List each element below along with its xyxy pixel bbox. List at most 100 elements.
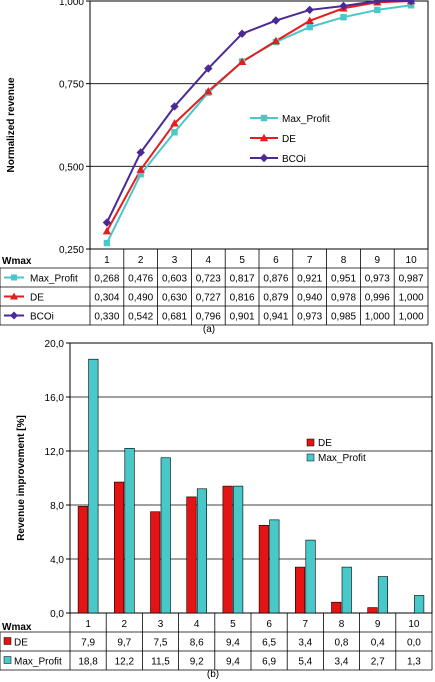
table-cell: 0,268 [94, 274, 119, 285]
bar-Max_Profit [233, 485, 244, 614]
bar-chart-b: 0,04,08,012,016,020,0 Revenue improvemen… [0, 339, 433, 680]
table-legend-marker-Max_Profit [11, 274, 17, 281]
y-tick-label: 0,0 [50, 609, 64, 620]
legend-swatch-DE [306, 438, 315, 447]
y-tick-label: 0,250 [59, 245, 84, 256]
table-cell: 0,476 [128, 274, 153, 285]
data-point-DE [136, 165, 145, 173]
bar-Max_Profit [377, 576, 389, 614]
table-cell: 6,5 [262, 638, 276, 649]
table-header: Wmax [2, 256, 32, 267]
table-cell: 0,8 [335, 638, 349, 649]
legend-label: Max_Profit [318, 453, 366, 464]
table-cell: 9,4 [226, 657, 240, 668]
table-cell: 0,901 [230, 312, 255, 323]
table-cell: 0,978 [331, 293, 356, 304]
table-cell: 2,7 [371, 657, 385, 668]
table-cell: 0,940 [297, 293, 322, 304]
x-tick-label: 2 [138, 255, 144, 266]
table-cell: 0,816 [230, 293, 255, 304]
y-axis-label-a: Normalized revenue [6, 77, 17, 172]
x-tick-label: 6 [266, 619, 272, 630]
table-cell: 1,000 [399, 312, 424, 323]
table-cell: 0,0 [407, 638, 421, 649]
table-cell: 1,000 [399, 293, 424, 304]
bar-Max_Profit [269, 519, 280, 614]
data-point-DE [204, 87, 213, 95]
table-cell: 0,796 [196, 312, 221, 323]
table-series-label: DE [14, 638, 28, 649]
x-tick-label: 1 [104, 255, 110, 266]
plot-area-b [69, 342, 433, 614]
x-tick-label: 9 [375, 619, 381, 630]
table-cell: 0,879 [263, 293, 288, 304]
bar-Max_Profit [196, 488, 207, 614]
x-tick-label: 8 [339, 619, 345, 630]
x-tick-label: 6 [273, 255, 279, 266]
legend-label: Max_Profit [282, 114, 330, 125]
table-cell: 3,4 [335, 657, 349, 668]
data-point-Max_Profit [137, 171, 144, 178]
data-point-Max_Profit [103, 239, 111, 247]
table-cell: 6,9 [262, 657, 276, 668]
table-header: Wmax [2, 622, 32, 633]
table-cell: 0,973 [365, 274, 390, 285]
table-series-label: DE [30, 293, 44, 304]
data-point-BCOi [373, 0, 382, 6]
bar-DE [150, 511, 161, 614]
data-point-BCOi [102, 218, 112, 227]
table-cell: 0,330 [94, 312, 119, 323]
table-cell: 0,987 [399, 274, 424, 285]
x-tick-label: 10 [408, 619, 420, 630]
y-tick-label: 16,0 [45, 393, 65, 404]
table-cell: 0,876 [263, 274, 288, 285]
table-cell: 0,727 [196, 293, 221, 304]
x-tick-label: 2 [122, 619, 128, 630]
bar-DE [186, 496, 197, 614]
table-cell: 0,723 [196, 274, 221, 285]
table-cell: 0,921 [297, 274, 322, 285]
x-tick-label: 9 [375, 255, 381, 266]
table-legend-marker-BCOi [10, 311, 18, 320]
table-cell: 12,2 [115, 657, 135, 668]
table-cell: 0,542 [128, 312, 153, 323]
x-tick-label: 8 [341, 255, 347, 266]
y-tick-label: 0,500 [59, 162, 84, 173]
table-cell: 18,8 [78, 657, 98, 668]
table-cell: 0,996 [365, 293, 390, 304]
y-tick-label: 20,0 [45, 339, 65, 350]
table-series-label: BCOi [30, 312, 54, 323]
data-point-Max_Profit [407, 2, 415, 9]
data-point-Max_Profit [306, 23, 313, 31]
table-cell: 0,985 [331, 312, 356, 323]
legend-label: BCOi [282, 154, 306, 165]
bar-DE [294, 566, 306, 614]
table-cell: 1,000 [365, 312, 390, 323]
table-cell: 7,5 [154, 638, 168, 649]
y-tick-label: 4,0 [50, 555, 64, 566]
table-cell: 0,941 [263, 312, 288, 323]
x-tick-label: 4 [194, 619, 200, 630]
y-tick-label: 8,0 [50, 501, 64, 512]
x-tick-label: 1 [85, 619, 91, 630]
data-point-DE [271, 36, 281, 45]
bar-DE [331, 601, 342, 614]
x-tick-label: 3 [158, 619, 164, 630]
y-tick-label: 1,000 [59, 0, 84, 8]
legend-swatch-Max_Profit [306, 453, 315, 462]
bar-Max_Profit [160, 457, 171, 614]
bar-Max_Profit [305, 539, 316, 614]
data-point-BCOi [339, 1, 348, 11]
bar-Max_Profit [341, 566, 352, 614]
table-cell: 9,2 [190, 657, 204, 668]
y-tick-label: 12,0 [45, 447, 65, 458]
x-tick-label: 3 [172, 255, 178, 266]
bar-DE [258, 524, 269, 614]
legend-label: DE [282, 134, 296, 145]
legend-marker-DE [259, 133, 269, 142]
x-tick-label: 4 [206, 255, 212, 266]
data-point-BCOi [271, 16, 281, 25]
bar-Max_Profit [88, 358, 99, 614]
